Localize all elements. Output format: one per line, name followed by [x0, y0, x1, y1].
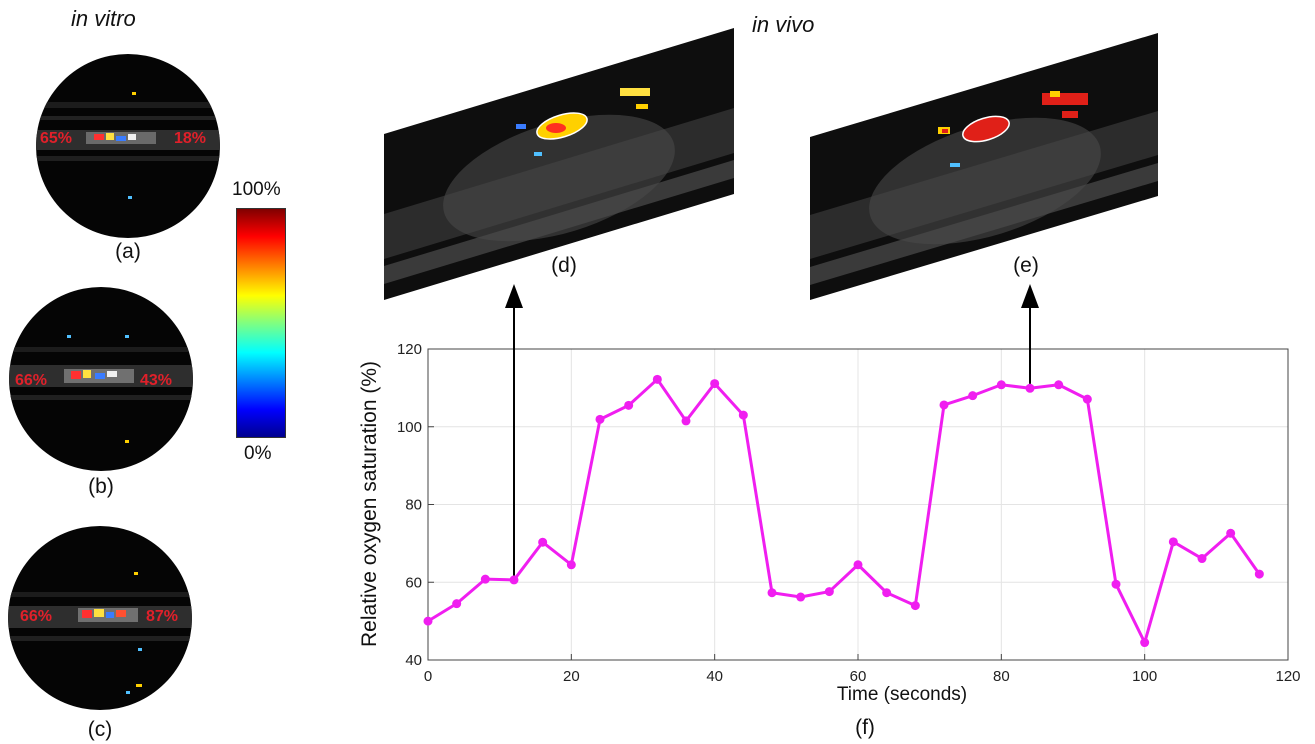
in-vivo-image-d — [384, 28, 734, 300]
data-point — [939, 400, 949, 410]
data-point — [910, 601, 920, 611]
data-point — [681, 416, 691, 426]
data-point — [1226, 528, 1236, 538]
in-vitro-image-b: 66% 43% — [9, 287, 193, 471]
data-point — [652, 374, 662, 384]
in-vivo-heading: in vivo — [752, 12, 815, 37]
y-tick-label: 100 — [397, 419, 422, 436]
data-point — [824, 587, 834, 597]
left-percentage-c: 66% — [20, 608, 53, 625]
data-point — [1197, 554, 1207, 564]
data-point — [853, 560, 863, 570]
data-point — [566, 560, 576, 570]
data-point — [1054, 380, 1064, 390]
in-vitro-image-a: 65% 18% — [36, 54, 220, 238]
colorbar-max-label: 100% — [232, 179, 281, 200]
panel-label-a: (a) — [115, 240, 141, 263]
data-point — [738, 410, 748, 420]
right-percentage-a: 18% — [174, 130, 207, 147]
data-point — [509, 575, 519, 585]
left-percentage-a: 65% — [40, 130, 73, 147]
data-point — [624, 400, 634, 410]
x-tick-label: 0 — [424, 668, 432, 685]
x-tick-label: 120 — [1275, 668, 1300, 685]
y-tick-label: 120 — [397, 341, 422, 358]
right-percentage-c: 87% — [146, 608, 179, 625]
data-point — [595, 414, 605, 424]
x-tick-label: 40 — [706, 668, 723, 685]
in-vitro-image-c: 66% 87% — [8, 526, 192, 710]
colorbar-min-label: 0% — [244, 443, 272, 464]
arrow-head — [505, 284, 523, 308]
data-point — [1025, 383, 1035, 393]
x-axis-label: Time (seconds) — [837, 684, 967, 705]
panel-label-d: (d) — [551, 254, 577, 277]
data-point — [968, 391, 978, 401]
data-point — [452, 599, 462, 609]
data-point — [996, 380, 1006, 390]
chart-grid — [427, 348, 1289, 661]
panel-label-e: (e) — [1013, 254, 1039, 277]
data-point — [538, 537, 548, 547]
data-point — [882, 588, 892, 598]
y-tick-label: 40 — [405, 652, 422, 669]
data-point — [1082, 394, 1092, 404]
series-line — [427, 377, 1261, 645]
panel-label-b: (b) — [88, 475, 114, 498]
in-vivo-image-e — [810, 33, 1158, 300]
ultrasound-texture-b — [9, 335, 193, 443]
arrow-head — [1021, 284, 1039, 308]
left-percentage-b: 66% — [15, 372, 48, 389]
x-tick-label: 80 — [993, 668, 1010, 685]
data-point — [480, 574, 490, 584]
y-axis-label: Relative oxygen saturation (%) — [358, 361, 381, 647]
data-point — [767, 588, 777, 598]
right-percentage-b: 43% — [140, 372, 173, 389]
data-point — [1168, 537, 1178, 547]
y-tick-label: 60 — [405, 574, 422, 591]
in-vitro-heading: in vitro — [71, 6, 136, 31]
ultrasound-texture-a — [36, 92, 220, 199]
data-point — [423, 616, 433, 626]
ultrasound-texture-c — [8, 572, 192, 694]
x-tick-label: 60 — [850, 668, 867, 685]
data-point — [1140, 638, 1150, 648]
panel-label-f: (f) — [855, 716, 875, 739]
x-tick-label: 20 — [563, 668, 580, 685]
data-point — [1254, 569, 1264, 579]
colorbar — [236, 208, 286, 438]
x-tick-label: 100 — [1132, 668, 1157, 685]
data-point — [1111, 579, 1121, 589]
y-tick-label: 80 — [405, 497, 422, 514]
data-point — [710, 379, 720, 389]
panel-label-c: (c) — [87, 718, 113, 741]
data-point — [796, 592, 806, 602]
oxygen-saturation-chart: 0 20 40 60 80 100 120 40 60 80 100 120 Time (second… — [358, 284, 1301, 739]
